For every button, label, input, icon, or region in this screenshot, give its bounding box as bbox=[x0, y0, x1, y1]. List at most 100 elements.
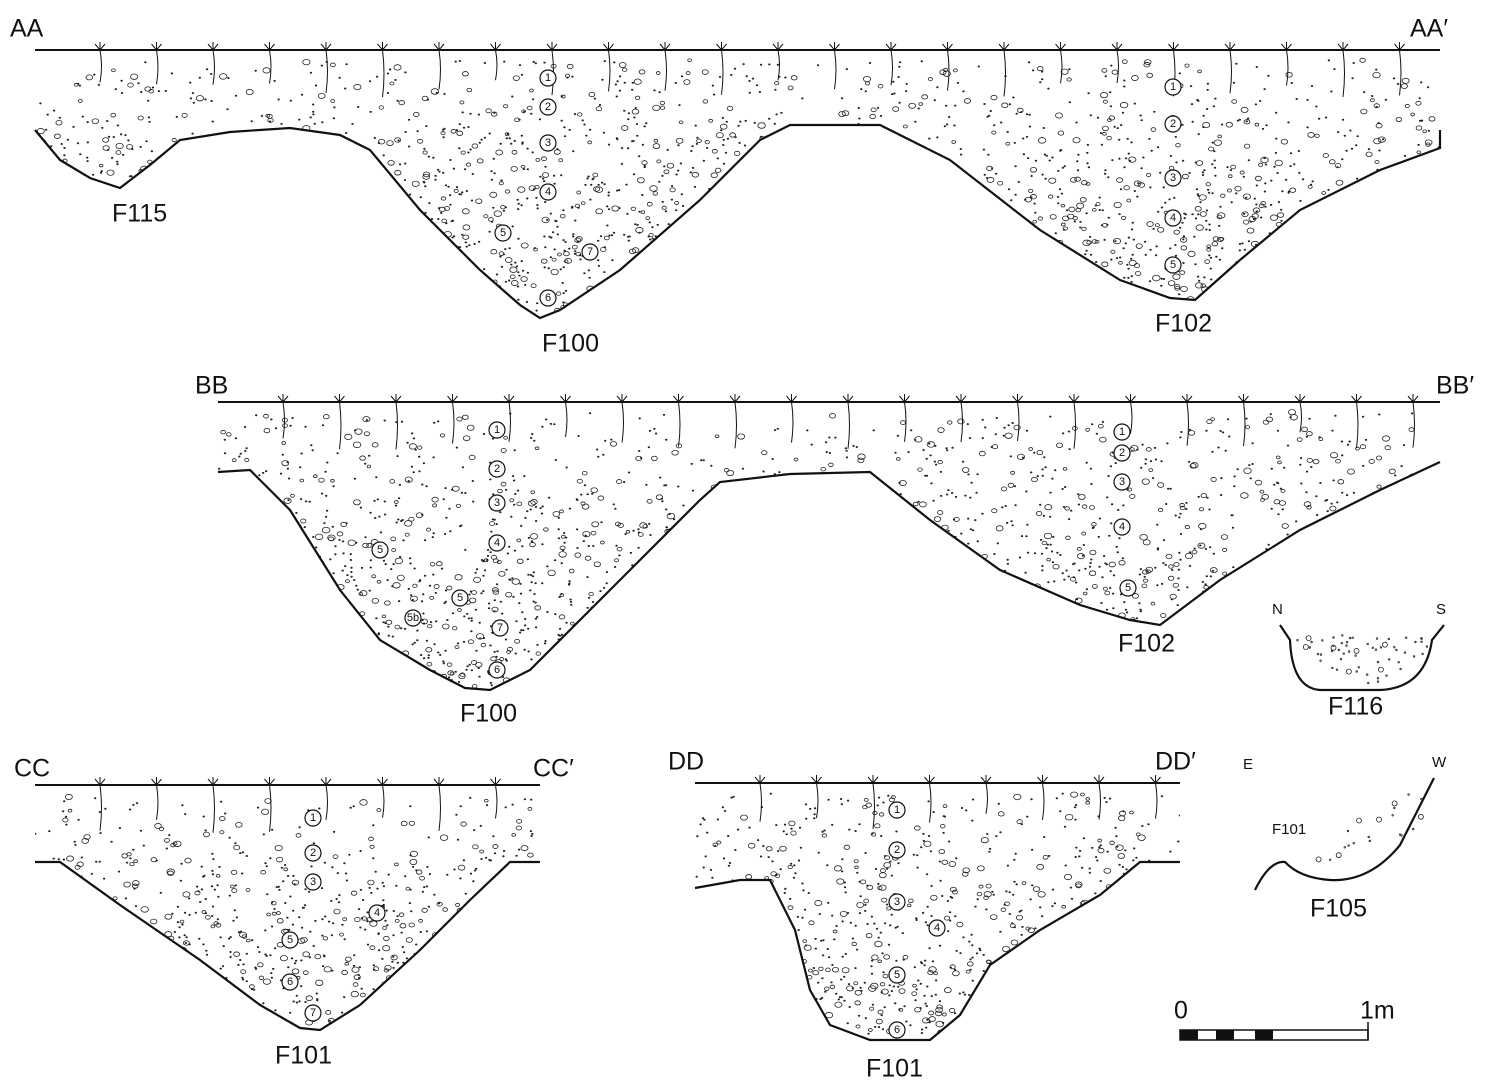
stone bbox=[664, 166, 666, 167]
stone bbox=[946, 448, 948, 449]
stone bbox=[1210, 257, 1212, 258]
stone bbox=[521, 135, 523, 136]
stone bbox=[735, 137, 737, 138]
stone bbox=[531, 433, 533, 434]
stone bbox=[1139, 574, 1141, 575]
stone bbox=[437, 421, 439, 422]
stone bbox=[1095, 261, 1097, 262]
stone bbox=[1165, 564, 1167, 565]
stone bbox=[1124, 277, 1126, 278]
stone bbox=[1074, 221, 1076, 222]
stone bbox=[572, 206, 574, 207]
stone bbox=[1012, 525, 1014, 526]
stone bbox=[1194, 548, 1196, 549]
stone bbox=[1186, 502, 1188, 503]
stone bbox=[1051, 551, 1053, 552]
stone bbox=[494, 112, 496, 113]
stone bbox=[683, 505, 685, 506]
stone bbox=[1068, 576, 1070, 577]
stone bbox=[384, 501, 386, 502]
stone bbox=[251, 121, 253, 122]
stone bbox=[1316, 514, 1318, 515]
stone bbox=[1207, 497, 1209, 498]
stone bbox=[572, 236, 574, 237]
stone bbox=[1109, 587, 1111, 588]
stone bbox=[443, 661, 445, 662]
stone bbox=[1350, 130, 1352, 131]
stone bbox=[628, 113, 630, 114]
stone bbox=[1328, 189, 1330, 190]
stone bbox=[479, 622, 481, 623]
stone bbox=[543, 181, 545, 182]
stone bbox=[489, 462, 491, 463]
stone bbox=[554, 560, 556, 561]
stone bbox=[1264, 191, 1266, 192]
stone bbox=[275, 428, 277, 429]
stone bbox=[491, 685, 493, 686]
stone bbox=[517, 199, 519, 200]
stone bbox=[1138, 183, 1140, 184]
stone bbox=[398, 140, 400, 141]
stone bbox=[681, 194, 683, 195]
stone bbox=[1243, 213, 1245, 214]
stone bbox=[469, 245, 471, 246]
stone bbox=[1027, 158, 1029, 159]
stone bbox=[954, 125, 956, 126]
stone bbox=[551, 237, 553, 238]
stone bbox=[1062, 488, 1064, 489]
stone bbox=[1218, 225, 1220, 226]
stone bbox=[1357, 136, 1359, 137]
stone bbox=[1171, 569, 1173, 570]
stone bbox=[987, 116, 989, 117]
stone bbox=[616, 190, 618, 191]
stone bbox=[1019, 557, 1021, 558]
stone bbox=[1170, 248, 1172, 249]
stone bbox=[1062, 433, 1064, 434]
stone bbox=[547, 611, 549, 612]
stone bbox=[433, 422, 435, 423]
stone bbox=[1379, 150, 1381, 151]
stone bbox=[1039, 504, 1041, 505]
stone bbox=[537, 208, 539, 209]
stone bbox=[380, 532, 382, 533]
stone bbox=[405, 72, 407, 73]
stone bbox=[350, 559, 352, 560]
stone bbox=[1048, 88, 1050, 89]
stone bbox=[108, 136, 110, 137]
stone bbox=[523, 169, 525, 170]
stone bbox=[417, 640, 419, 641]
stone bbox=[1105, 76, 1107, 77]
stone bbox=[1149, 138, 1151, 139]
stone bbox=[1054, 470, 1056, 471]
stone bbox=[1108, 177, 1110, 178]
stone bbox=[64, 147, 66, 148]
stone bbox=[754, 122, 756, 123]
stone bbox=[389, 69, 391, 70]
stone bbox=[390, 569, 392, 570]
stone bbox=[1346, 150, 1348, 151]
stone bbox=[1124, 80, 1126, 81]
stone bbox=[1175, 136, 1177, 137]
stone bbox=[1161, 583, 1163, 584]
stone bbox=[408, 480, 410, 481]
stone bbox=[290, 100, 292, 101]
stone bbox=[513, 480, 515, 481]
stone bbox=[1212, 193, 1214, 194]
stone bbox=[869, 62, 871, 63]
stone bbox=[734, 68, 736, 69]
stone bbox=[1163, 278, 1165, 279]
stone bbox=[590, 184, 592, 185]
stone bbox=[1328, 60, 1330, 61]
stone bbox=[1325, 117, 1327, 118]
stone bbox=[321, 65, 323, 66]
stone bbox=[951, 492, 953, 493]
stone bbox=[899, 62, 901, 63]
stone bbox=[775, 89, 777, 90]
stone bbox=[1271, 508, 1273, 509]
stone bbox=[1026, 136, 1028, 137]
stone bbox=[562, 282, 564, 283]
stone bbox=[584, 485, 586, 486]
stone bbox=[673, 519, 675, 520]
stone bbox=[1231, 515, 1233, 516]
stone bbox=[378, 142, 380, 143]
